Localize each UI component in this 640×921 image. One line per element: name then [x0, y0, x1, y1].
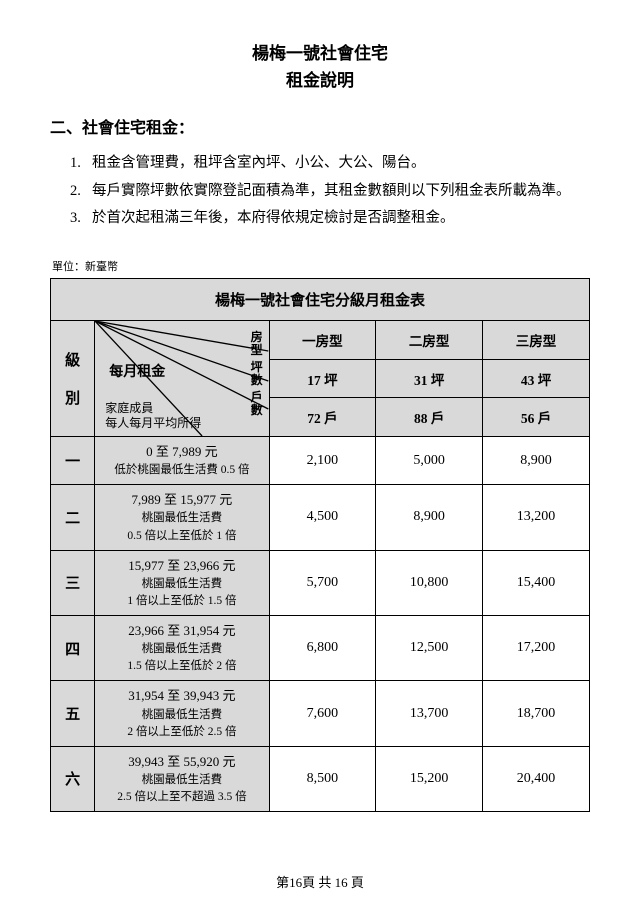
tier-value: 7,600 — [269, 681, 376, 746]
tier-desc: 0 至 7,989 元低於桃園最低生活費 0.5 倍 — [95, 437, 269, 485]
diag-label-member: 家庭成員每人每月平均所得 — [105, 401, 201, 432]
table-title: 楊梅一號社會住宅分級月租金表 — [51, 279, 590, 321]
tier-level: 二 — [51, 485, 95, 550]
tier-level: 五 — [51, 681, 95, 746]
ping-2: 31 坪 — [376, 359, 483, 398]
tier-value: 17,200 — [483, 616, 590, 681]
diag-label-units: 戶數 — [251, 391, 263, 417]
note-item: 3.於首次起租滿三年後，本府得依規定檢討是否調整租金。 — [70, 205, 590, 233]
tier-value: 12,500 — [376, 616, 483, 681]
tier-value: 15,200 — [376, 746, 483, 811]
units-1: 72 戶 — [269, 398, 376, 437]
table-unit-label: 單位：新臺幣 — [52, 258, 590, 274]
tier-value: 8,900 — [483, 437, 590, 485]
table-row: 二7,989 至 15,977 元桃園最低生活費0.5 倍以上至低於 1 倍4,… — [51, 485, 590, 550]
room-header-3: 三房型 — [483, 321, 590, 360]
tier-value: 5,700 — [269, 550, 376, 615]
diag-label-ping: 坪數 — [251, 361, 263, 387]
note-item: 1.租金含管理費，租坪含室內坪、小公、大公、陽台。 — [70, 150, 590, 178]
tier-value: 15,400 — [483, 550, 590, 615]
tier-value: 20,400 — [483, 746, 590, 811]
table-row: 五31,954 至 39,943 元桃園最低生活費2 倍以上至低於 2.5 倍7… — [51, 681, 590, 746]
diagonal-header-cell: 每月租金 房型 坪數 戶數 家庭成員每人每月平均所得 — [95, 321, 269, 437]
tier-desc: 23,966 至 31,954 元桃園最低生活費1.5 倍以上至低於 2 倍 — [95, 616, 269, 681]
section-heading: 二、社會住宅租金： — [50, 114, 590, 138]
table-row: 四23,966 至 31,954 元桃園最低生活費1.5 倍以上至低於 2 倍6… — [51, 616, 590, 681]
tier-value: 2,100 — [269, 437, 376, 485]
tier-value: 6,800 — [269, 616, 376, 681]
units-3: 56 戶 — [483, 398, 590, 437]
tier-level: 三 — [51, 550, 95, 615]
tier-value: 4,500 — [269, 485, 376, 550]
note-item: 2.每戶實際坪數依實際登記面積為準，其租金數額則以下列租金表所載為準。 — [70, 178, 590, 206]
tier-value: 8,500 — [269, 746, 376, 811]
col-header-level: 級別 — [51, 321, 95, 437]
tier-value: 5,000 — [376, 437, 483, 485]
document-title: 楊梅一號社會住宅 租金說明 — [50, 40, 590, 94]
tier-desc: 39,943 至 55,920 元桃園最低生活費2.5 倍以上至不超過 3.5 … — [95, 746, 269, 811]
table-row: 六39,943 至 55,920 元桃園最低生活費2.5 倍以上至不超過 3.5… — [51, 746, 590, 811]
page-footer: 第16頁 共 16 頁 — [50, 872, 590, 891]
tier-level: 一 — [51, 437, 95, 485]
tier-desc: 31,954 至 39,943 元桃園最低生活費2 倍以上至低於 2.5 倍 — [95, 681, 269, 746]
tier-value: 13,200 — [483, 485, 590, 550]
tier-value: 8,900 — [376, 485, 483, 550]
ping-3: 43 坪 — [483, 359, 590, 398]
title-line-1: 楊梅一號社會住宅 — [50, 40, 590, 67]
tier-value: 10,800 — [376, 550, 483, 615]
tier-value: 18,700 — [483, 681, 590, 746]
table-row: 三15,977 至 23,966 元桃園最低生活費1 倍以上至低於 1.5 倍5… — [51, 550, 590, 615]
tier-level: 四 — [51, 616, 95, 681]
title-line-2: 租金說明 — [50, 67, 590, 94]
rent-table: 楊梅一號社會住宅分級月租金表 級別 每月租金 房型 坪數 戶數 家庭成員每人每月… — [50, 278, 590, 812]
tier-desc: 7,989 至 15,977 元桃園最低生活費0.5 倍以上至低於 1 倍 — [95, 485, 269, 550]
room-header-2: 二房型 — [376, 321, 483, 360]
tier-level: 六 — [51, 746, 95, 811]
diag-label-rent: 每月租金 — [109, 363, 165, 383]
tier-value: 13,700 — [376, 681, 483, 746]
notes-list: 1.租金含管理費，租坪含室內坪、小公、大公、陽台。2.每戶實際坪數依實際登記面積… — [70, 150, 590, 233]
diag-label-roomtype: 房型 — [251, 331, 263, 357]
ping-1: 17 坪 — [269, 359, 376, 398]
room-header-1: 一房型 — [269, 321, 376, 360]
tier-desc: 15,977 至 23,966 元桃園最低生活費1 倍以上至低於 1.5 倍 — [95, 550, 269, 615]
units-2: 88 戶 — [376, 398, 483, 437]
table-row: 一0 至 7,989 元低於桃園最低生活費 0.5 倍2,1005,0008,9… — [51, 437, 590, 485]
